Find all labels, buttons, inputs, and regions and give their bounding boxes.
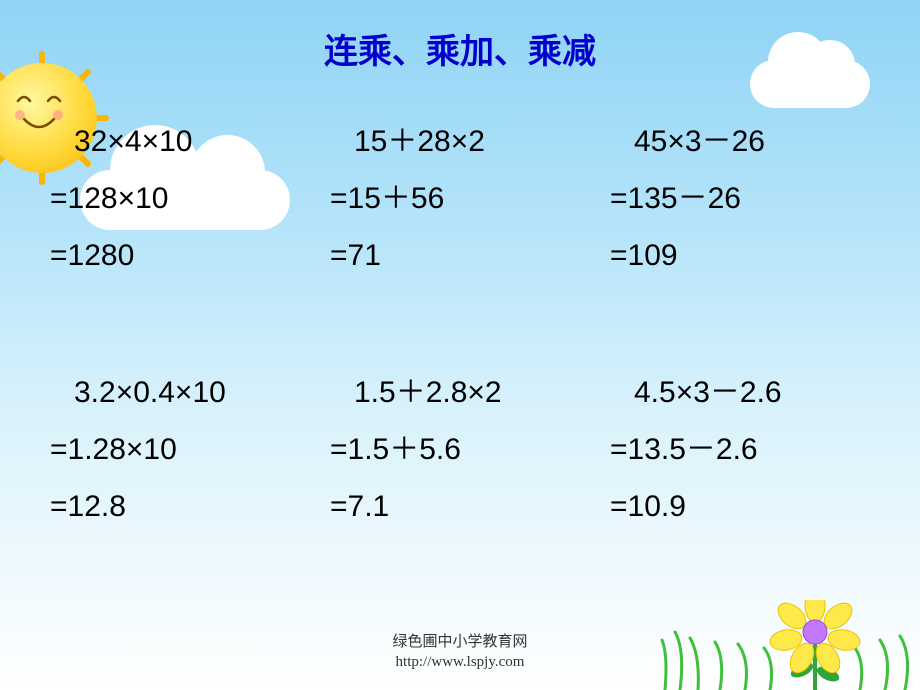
problem-result: =109 (600, 227, 880, 284)
footer-url: http://www.lspjy.com (0, 652, 920, 672)
problem-block: 32×4×10 =128×10 =1280 (40, 113, 320, 284)
problem-block: 45×3－26 =135－26 =109 (600, 113, 880, 284)
problem-block: 1.5＋2.8×2 =1.5＋5.6 =7.1 (320, 364, 600, 535)
problem-expression: 15＋28×2 (320, 113, 600, 170)
problem-step: =128×10 (40, 170, 320, 227)
footer-site-name: 绿色圃中小学教育网 (0, 632, 920, 652)
problem-expression: 45×3－26 (600, 113, 880, 170)
problem-block: 15＋28×2 =15＋56 =71 (320, 113, 600, 284)
problem-result: =10.9 (600, 478, 880, 535)
problem-result: =7.1 (320, 478, 600, 535)
problem-step: =135－26 (600, 170, 880, 227)
problem-block: 3.2×0.4×10 =1.28×10 =12.8 (40, 364, 320, 535)
problem-result: =12.8 (40, 478, 320, 535)
problem-step: =1.28×10 (40, 421, 320, 478)
problem-step: =13.5－2.6 (600, 421, 880, 478)
footer: 绿色圃中小学教育网 http://www.lspjy.com (0, 632, 920, 673)
problem-block: 4.5×3－2.6 =13.5－2.6 =10.9 (600, 364, 880, 535)
problems-row-2: 3.2×0.4×10 =1.28×10 =12.8 1.5＋2.8×2 =1.5… (40, 364, 880, 535)
problem-step: =1.5＋5.6 (320, 421, 600, 478)
problems-container: 32×4×10 =128×10 =1280 15＋28×2 =15＋56 =71… (0, 73, 920, 535)
problem-result: =1280 (40, 227, 320, 284)
problems-row-1: 32×4×10 =128×10 =1280 15＋28×2 =15＋56 =71… (40, 113, 880, 284)
problem-step: =15＋56 (320, 170, 600, 227)
problem-expression: 3.2×0.4×10 (40, 364, 320, 421)
problem-expression: 4.5×3－2.6 (600, 364, 880, 421)
problem-expression: 1.5＋2.8×2 (320, 364, 600, 421)
problem-expression: 32×4×10 (40, 113, 320, 170)
problem-result: =71 (320, 227, 600, 284)
